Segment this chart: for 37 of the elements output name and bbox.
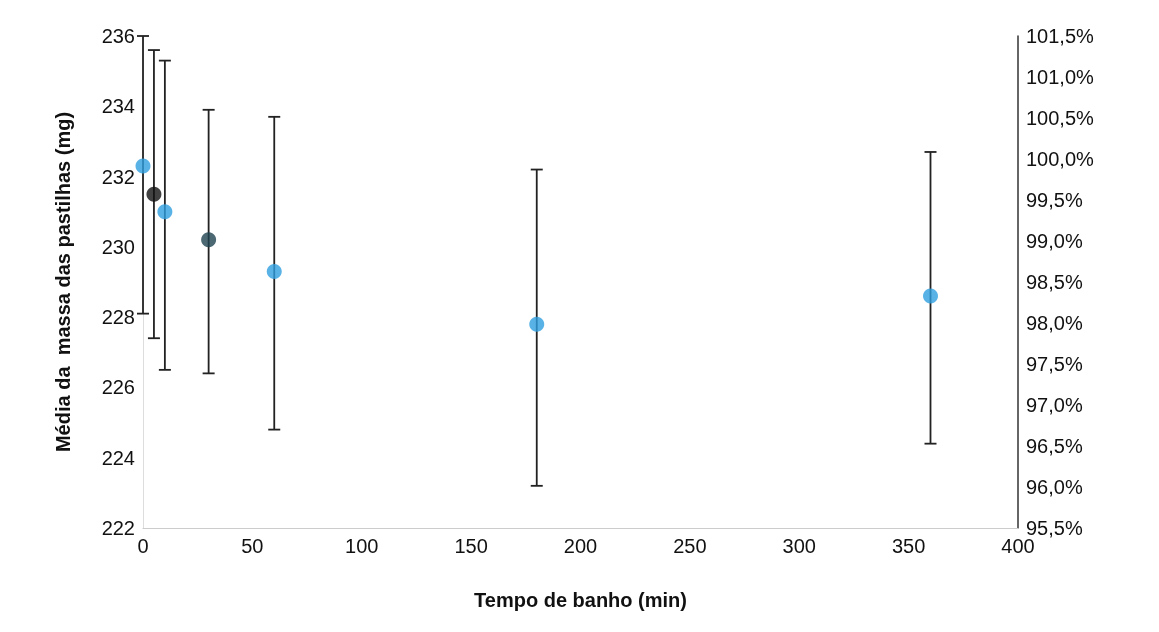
x-tick-label: 350 xyxy=(891,535,926,557)
point xyxy=(201,232,217,248)
y2-tick-label: 97,0% xyxy=(1026,394,1083,416)
y2-tick-label: 100,0% xyxy=(1026,148,1095,170)
y-tick-label: 232 xyxy=(101,165,135,188)
y-tick-label: 222 xyxy=(101,517,135,539)
x-tick-label: 0 xyxy=(137,535,149,557)
y2-tick-label: 97,5% xyxy=(1026,353,1083,375)
point xyxy=(135,158,151,174)
y-tick-label: 228 xyxy=(101,306,135,329)
point xyxy=(146,186,162,202)
y2-tick-label: 99,0% xyxy=(1026,230,1083,252)
y2-tick-label: 101,0% xyxy=(1026,66,1095,88)
y-tick-label: 236 xyxy=(101,25,135,47)
y-tick-label: 230 xyxy=(101,235,135,258)
y2-tick-label: 96,0% xyxy=(1026,476,1083,498)
x-axis-title: Tempo de banho (min) xyxy=(474,589,687,611)
y2-tick-label: 98,5% xyxy=(1026,271,1083,293)
y-tick-label: 226 xyxy=(101,376,135,399)
point xyxy=(923,288,938,304)
x-tick-label: 300 xyxy=(782,535,816,557)
y2-tick-label: 98,0% xyxy=(1026,312,1083,334)
x-tick-label: 100 xyxy=(345,535,379,557)
y2-tick-label: 99,5% xyxy=(1026,189,1083,211)
point xyxy=(529,316,545,332)
y-tick-label: 234 xyxy=(101,95,135,118)
point xyxy=(157,204,173,220)
point xyxy=(266,263,282,279)
x-tick-label: 250 xyxy=(673,535,707,557)
x-tick-label: 200 xyxy=(563,535,598,557)
y2-tick-label: 96,5% xyxy=(1026,435,1083,457)
y-axis-title: Média da massa das pastilhas (mg) xyxy=(52,111,74,453)
y2-tick-label: 100,5% xyxy=(1026,107,1095,129)
x-tick-label: 50 xyxy=(241,535,264,557)
y-tick-label: 224 xyxy=(101,446,135,469)
x-tick-label: 150 xyxy=(454,535,488,557)
y2-tick-label: 101,5% xyxy=(1026,25,1095,47)
